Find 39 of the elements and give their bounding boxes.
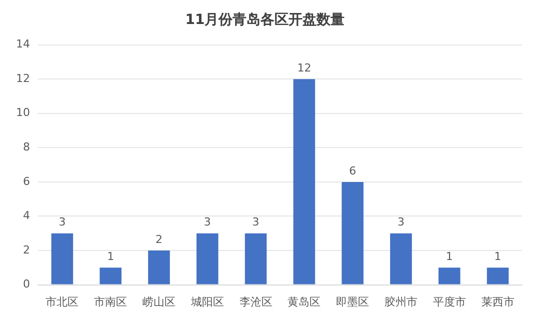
y-tick-label: 12 bbox=[16, 72, 30, 85]
bar bbox=[438, 268, 460, 284]
data-label: 1 bbox=[494, 250, 502, 264]
bar bbox=[342, 182, 364, 284]
x-tick-label: 莱西市 bbox=[481, 295, 514, 308]
data-label: 1 bbox=[446, 250, 453, 264]
data-label: 3 bbox=[398, 216, 404, 229]
data-label: 2 bbox=[156, 232, 162, 246]
bar bbox=[486, 268, 509, 284]
data-label: 3 bbox=[58, 216, 66, 229]
bar bbox=[390, 233, 412, 284]
data-label: 3 bbox=[252, 216, 260, 229]
y-tick-label: 2 bbox=[22, 243, 30, 256]
x-tick-label: 崂山区 bbox=[142, 295, 176, 308]
x-tick-label: 城阳区 bbox=[190, 295, 224, 308]
bar bbox=[51, 233, 74, 284]
y-tick-label: 8 bbox=[22, 140, 30, 154]
bar bbox=[244, 233, 267, 284]
x-tick-label: 黄岛区 bbox=[288, 295, 321, 308]
y-tick-label: 4 bbox=[22, 209, 30, 222]
data-label: 12 bbox=[297, 61, 312, 74]
y-tick-label: 10 bbox=[16, 106, 30, 120]
y-tick-label: 0 bbox=[22, 278, 30, 291]
data-label: 1 bbox=[107, 250, 114, 264]
x-tick-label: 市南区 bbox=[94, 295, 128, 308]
x-tick-label: 平度市 bbox=[432, 295, 466, 308]
bar bbox=[293, 79, 316, 284]
chart-title: 11月份青岛各区开盘数量 bbox=[185, 12, 345, 28]
y-tick-label: 6 bbox=[22, 174, 30, 188]
bar bbox=[100, 268, 122, 284]
y-tick-label: 14 bbox=[16, 38, 30, 51]
x-tick-label: 李沧区 bbox=[239, 295, 272, 308]
x-tick-label: 胶州市 bbox=[384, 295, 418, 308]
x-tick-label: 即墨区 bbox=[336, 295, 370, 308]
data-label: 3 bbox=[204, 216, 211, 229]
bar bbox=[196, 233, 218, 284]
bar bbox=[148, 250, 170, 284]
x-tick-label: 市北区 bbox=[46, 295, 79, 308]
data-label: 6 bbox=[349, 164, 356, 178]
